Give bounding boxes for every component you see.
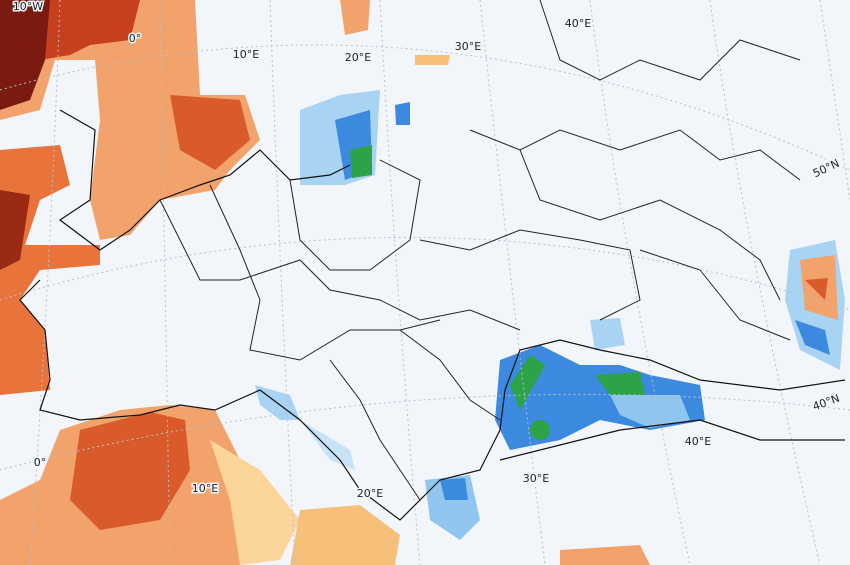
longitude-label: 40°E [685,435,711,448]
longitude-label: 40°E [565,17,591,30]
longitude-label: 0° [129,32,142,45]
borders [19,0,846,521]
longitude-label: 10°E [192,482,218,495]
longitude-label: 0° [34,456,47,469]
longitude-label: 10°W [13,0,43,13]
longitude-label: 20°E [345,51,371,64]
longitude-label: 10°E [233,48,259,61]
longitude-label: 20°E [357,487,383,500]
longitude-label: 30°E [523,472,549,485]
longitude-label: 30°E [455,40,481,53]
